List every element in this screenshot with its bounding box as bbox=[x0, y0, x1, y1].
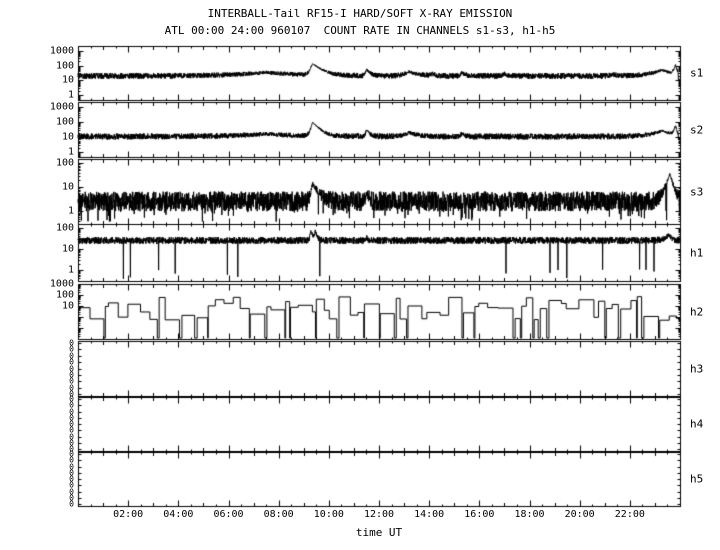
y-tick-label: 10 bbox=[61, 181, 74, 193]
x-tick-label: 20:00 bbox=[564, 509, 595, 520]
y-tick-label: 0 bbox=[69, 407, 74, 416]
panel-label-h3: h3 bbox=[690, 362, 704, 375]
y-tick-label: 0 bbox=[69, 351, 74, 361]
x-tick-label: 06:00 bbox=[213, 509, 244, 520]
y-tick-label: 0 bbox=[69, 419, 74, 429]
chart-title: INTERBALL-Tail RF15-I HARD/SOFT X-RAY EM… bbox=[207, 7, 513, 20]
y-tick-label: 0 bbox=[69, 493, 74, 503]
y-tick-label: 0 bbox=[69, 432, 74, 441]
panel-label-s2: s2 bbox=[690, 123, 704, 136]
panel-label-s1: s1 bbox=[690, 66, 704, 80]
y-tick-label: 100 bbox=[55, 289, 74, 301]
x-tick-label: 10:00 bbox=[313, 509, 344, 520]
x-tick-label: 08:00 bbox=[263, 509, 294, 520]
y-tick-label: 1000 bbox=[49, 101, 74, 113]
y-tick-label: 0 bbox=[69, 376, 74, 386]
x-tick-label: 02:00 bbox=[113, 509, 144, 520]
y-tick-label: 0 bbox=[69, 455, 74, 465]
y-tick-label: 100 bbox=[55, 157, 74, 169]
panel-label-h5: h5 bbox=[690, 472, 704, 486]
y-tick-label: 0 bbox=[69, 400, 74, 410]
y-tick-label: 100 bbox=[55, 222, 74, 234]
y-tick-label: 0 bbox=[69, 480, 74, 490]
y-tick-label: 0 bbox=[69, 468, 74, 478]
panel-label-h4: h4 bbox=[690, 417, 704, 431]
x-tick-label: 12:00 bbox=[363, 509, 395, 520]
y-tick-label: 0 bbox=[69, 425, 74, 435]
y-tick-label: 0 bbox=[69, 487, 74, 496]
x-tick-label: 04:00 bbox=[163, 509, 194, 520]
x-tick-label: 22:00 bbox=[614, 509, 645, 520]
y-tick-label: 10 bbox=[61, 131, 74, 143]
y-tick-label: 0 bbox=[69, 499, 74, 509]
panel-label-h1: h1 bbox=[690, 246, 704, 259]
y-tick-label: 0 bbox=[69, 413, 74, 423]
panel-label-h2: h2 bbox=[690, 305, 704, 318]
y-tick-label: 1 bbox=[67, 89, 74, 101]
x-tick-label: 18:00 bbox=[514, 509, 545, 520]
y-tick-label: 1 bbox=[67, 146, 74, 158]
x-tick-label: 16:00 bbox=[464, 509, 495, 520]
y-tick-label: 0 bbox=[69, 383, 74, 393]
y-tick-label: 1 bbox=[67, 264, 74, 276]
y-tick-label: 0 bbox=[69, 438, 74, 448]
y-tick-label: 100 bbox=[55, 116, 74, 128]
x-tick-label: 14:00 bbox=[414, 509, 445, 520]
x-axis-label: time UT bbox=[355, 526, 403, 539]
y-tick-label: 0 bbox=[69, 364, 74, 373]
y-tick-label: 1000 bbox=[49, 278, 74, 290]
y-tick-label: 0 bbox=[69, 449, 74, 459]
y-tick-label: 10 bbox=[61, 243, 74, 255]
y-tick-label: 10 bbox=[61, 300, 74, 312]
y-tick-label: 0 bbox=[69, 338, 74, 348]
y-tick-label: 0 bbox=[69, 344, 74, 354]
y-tick-label: 0 bbox=[69, 444, 74, 454]
y-tick-label: 1 bbox=[67, 205, 74, 217]
y-tick-label: 0 bbox=[69, 394, 74, 404]
y-tick-label: 0 bbox=[69, 370, 74, 380]
y-tick-label: 0 bbox=[69, 462, 74, 471]
y-tick-label: 1000 bbox=[49, 45, 74, 56]
y-tick-label: 0 bbox=[69, 357, 74, 367]
chart-subtitle: ATL 00:00 24:00 960107 COUNT RATE IN CHA… bbox=[164, 24, 556, 37]
y-tick-label: 0 bbox=[69, 474, 74, 484]
panel-label-s3: s3 bbox=[690, 185, 704, 198]
y-tick-label: 100 bbox=[55, 60, 74, 71]
y-tick-label: 10 bbox=[61, 74, 74, 86]
y-tick-label: 0 bbox=[69, 389, 74, 399]
